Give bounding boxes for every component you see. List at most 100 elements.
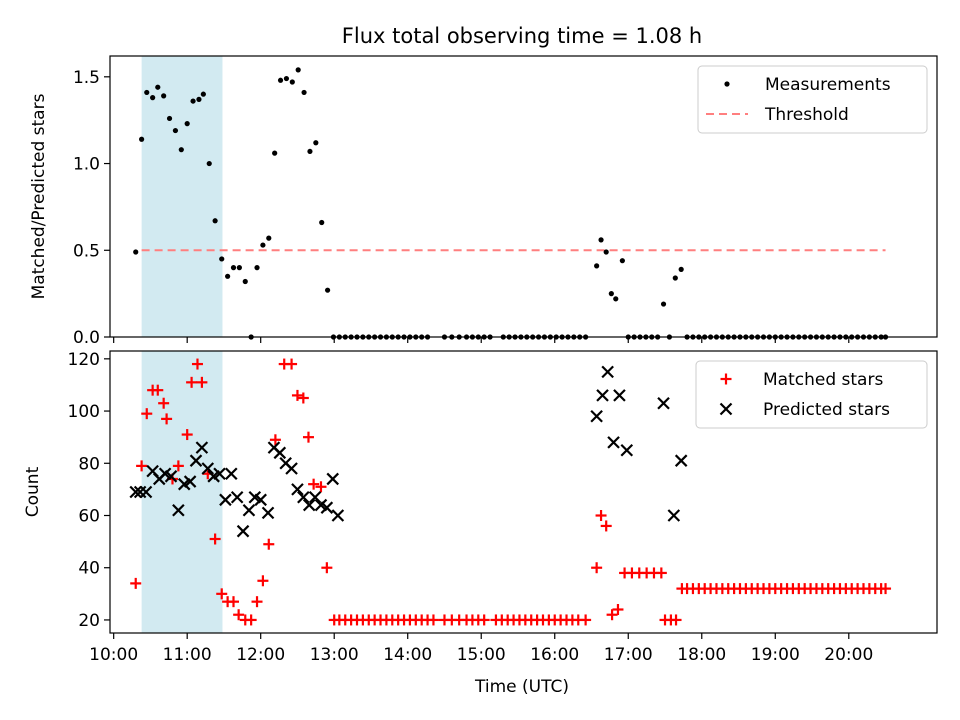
y-ticks-top: 0.0 0.5 1.0 1.5	[73, 68, 110, 348]
measurement-point	[242, 278, 248, 285]
predicted-star-point	[172, 503, 185, 517]
measurement-point	[150, 95, 156, 101]
y-tick-label-bottom: 120	[68, 350, 100, 370]
predicted-star-point	[183, 475, 197, 488]
measurement-point	[603, 249, 609, 255]
predicted-star-point-b	[129, 485, 143, 499]
y-tick-label-top: 0.0	[73, 328, 100, 348]
measurement-point	[295, 67, 301, 73]
matched-star-point	[308, 478, 320, 490]
matched-star-point	[136, 460, 148, 472]
predicted-star-point-b	[164, 470, 178, 483]
measurement-point	[283, 75, 290, 82]
measurement-point	[178, 147, 184, 153]
matched-star-point	[263, 538, 275, 550]
legend-predicted-marker	[719, 402, 733, 416]
measurement-point	[133, 249, 139, 255]
predicted-star-point	[297, 490, 310, 504]
measurement-point	[254, 265, 260, 271]
matched-star-point	[880, 583, 892, 595]
predicted-star-point	[195, 441, 209, 454]
x-tick-label: 16:00	[530, 645, 579, 665]
measurement-point	[196, 96, 202, 102]
predicted-star-point-b	[172, 503, 185, 517]
predicted-star-point	[331, 509, 345, 522]
predicted-star-point	[273, 446, 287, 460]
y-axis-label-top: Matched/Predicted stars	[29, 93, 49, 299]
legend-measurements-marker	[724, 81, 730, 87]
measurement-point	[678, 266, 684, 272]
measurement-point	[144, 89, 150, 96]
y-tick-label-bottom: 80	[78, 454, 100, 474]
predicted-star-point	[320, 501, 334, 514]
legend-predicted-glyph	[719, 402, 733, 416]
matched-star-point	[191, 358, 203, 370]
matched-star-point	[427, 614, 439, 626]
predicted-star-point-b	[189, 454, 203, 467]
x-tick-label: 14:00	[383, 645, 432, 665]
predicted-star-point-b	[225, 467, 238, 481]
y-tick-label-top: 1.0	[73, 155, 100, 175]
measurement-point	[184, 121, 190, 127]
y-tick-label-bottom: 20	[78, 611, 100, 631]
y-tick-label-top: 1.5	[73, 68, 100, 88]
matched-star-point	[130, 577, 142, 589]
x-tick-label: 17:00	[604, 645, 653, 665]
predicted-star-point	[230, 490, 244, 504]
predicted-star-point-b	[297, 490, 310, 504]
matched-star-point	[251, 596, 263, 608]
legend-top: Measurements Threshold	[697, 65, 928, 134]
predicted-star-point	[242, 503, 256, 517]
matched-star-point	[591, 562, 603, 574]
matched-star-point	[297, 392, 309, 404]
x-tick-label: 19:00	[751, 645, 800, 665]
predicted-star-point-b	[195, 441, 209, 454]
measurement-point	[260, 242, 266, 248]
predicted-star-point	[308, 490, 322, 504]
measurement-point	[272, 150, 278, 156]
matched-star-point	[186, 376, 198, 388]
matched-star-point	[315, 481, 327, 493]
predicted-star-point	[213, 467, 226, 481]
predicted-star-point	[667, 509, 681, 522]
predicted-star-point-b	[213, 467, 226, 481]
measurement-point	[619, 258, 625, 264]
matched-star-point	[141, 408, 153, 420]
matched-star-point	[216, 588, 228, 600]
matched-star-point	[606, 609, 618, 621]
measurement-point	[212, 218, 218, 224]
predicted-star-point	[129, 485, 143, 499]
predicted-star-point	[219, 493, 232, 507]
predicted-star-point	[596, 389, 609, 402]
x-tick-label: 20:00	[824, 645, 873, 665]
matched-star-point	[291, 389, 303, 401]
y-ticks-bottom: 20 40 60 80 100 120	[68, 350, 110, 631]
matched-star-point	[245, 614, 257, 626]
predicted-star-point-b	[273, 446, 287, 460]
predicted-stars-points	[129, 365, 688, 538]
matched-star-point	[257, 575, 269, 587]
legend-predicted-label: Predicted stars	[763, 400, 890, 420]
measurement-point	[225, 273, 231, 279]
chart-title: Flux total observing time = 1.08 h	[342, 24, 702, 48]
predicted-star-point-b	[320, 501, 334, 514]
predicted-star-point-b	[254, 493, 267, 507]
predicted-star-point	[326, 472, 340, 486]
matched-star-point	[286, 358, 298, 370]
matched-star-point	[612, 604, 624, 615]
measurement-point	[219, 256, 225, 262]
measurement-point	[161, 93, 167, 99]
measurement-point	[190, 98, 196, 104]
legend-matched-marker	[720, 373, 732, 385]
y-tick-label-bottom: 60	[78, 507, 100, 527]
predicted-star-point-b	[607, 436, 620, 449]
predicted-star-point-b	[331, 509, 345, 522]
predicted-star-point	[613, 389, 626, 402]
measurement-point	[236, 265, 242, 271]
predicted-star-point-b	[667, 509, 681, 522]
measurement-points	[133, 67, 889, 340]
x-tick-label: 11:00	[163, 645, 212, 665]
top-panel: 0.0 0.5 1.0 1.5 Matched/Predicted stars Mea…	[29, 55, 938, 348]
x-tick-label: 12:00	[236, 645, 285, 665]
measurement-point	[608, 291, 614, 297]
